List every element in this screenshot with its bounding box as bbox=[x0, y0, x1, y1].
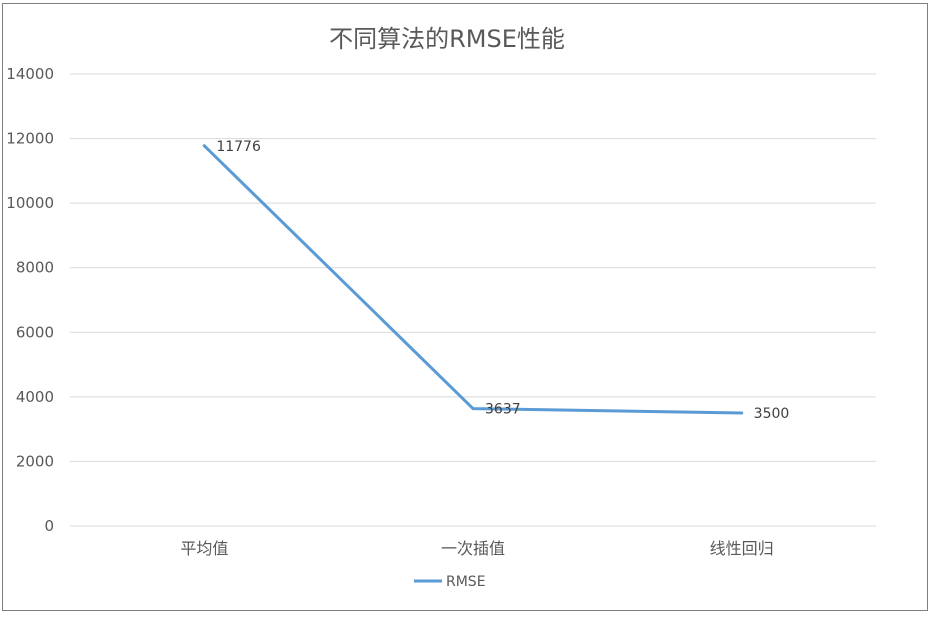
data-labels: 11776 3637 3500 bbox=[216, 139, 789, 422]
data-point bbox=[471, 407, 475, 411]
data-point bbox=[202, 144, 206, 148]
y-tick-label: 4000 bbox=[16, 388, 54, 406]
chart-frame bbox=[2, 3, 928, 611]
data-label: 11776 bbox=[216, 139, 261, 155]
y-tick-label: 8000 bbox=[16, 259, 54, 277]
x-category-label: 平均值 bbox=[180, 539, 228, 558]
legend-label-rmse: RMSE bbox=[446, 574, 486, 590]
data-point bbox=[740, 411, 744, 415]
y-tick-label: 2000 bbox=[16, 452, 54, 470]
x-axis-category-labels: 平均值 一次插值 线性回归 bbox=[180, 539, 773, 558]
series-group bbox=[202, 144, 744, 415]
gridlines bbox=[70, 73, 876, 527]
y-tick-label: 12000 bbox=[6, 130, 54, 148]
y-tick-label: 14000 bbox=[6, 65, 54, 83]
chart-title: 不同算法的RMSE性能 bbox=[329, 25, 565, 53]
series-line-rmse bbox=[202, 144, 744, 415]
x-category-label: 线性回归 bbox=[710, 539, 774, 558]
y-axis-tick-labels: 0 2000 4000 6000 8000 10000 12000 14000 bbox=[6, 65, 54, 535]
y-tick-label: 10000 bbox=[6, 194, 54, 212]
y-tick-label: 0 bbox=[44, 517, 54, 535]
legend: RMSE bbox=[414, 574, 486, 590]
x-category-label: 一次插值 bbox=[441, 539, 505, 558]
data-label: 3637 bbox=[485, 402, 521, 418]
data-label: 3500 bbox=[754, 406, 790, 422]
y-tick-label: 6000 bbox=[16, 323, 54, 341]
